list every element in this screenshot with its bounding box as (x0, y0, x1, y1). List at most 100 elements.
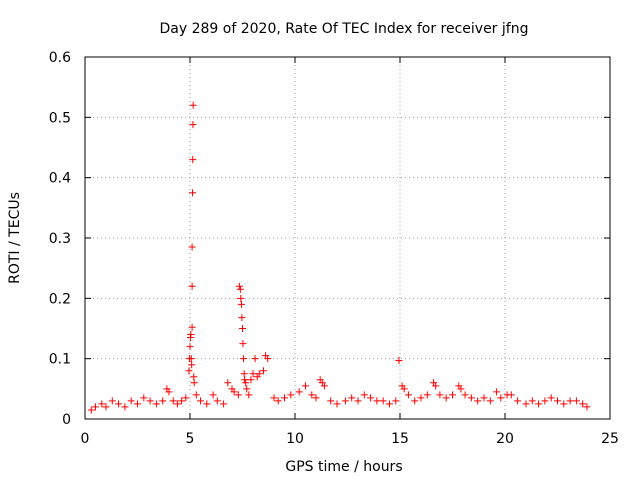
data-point (480, 394, 488, 402)
data-points (87, 101, 591, 414)
data-point (281, 394, 288, 402)
data-point (140, 394, 148, 402)
grid (85, 57, 610, 419)
data-point (442, 394, 450, 402)
data-point (240, 370, 248, 378)
x-tick-label: 5 (186, 431, 195, 447)
data-point (134, 400, 141, 408)
data-point (238, 314, 246, 322)
data-point (239, 340, 247, 348)
data-point (360, 391, 368, 399)
x-tick-labels: 0 5 10 15 20 25 (81, 431, 619, 447)
y-tick-labels: 0 0.1 0.2 0.3 0.4 0.5 0.6 (49, 50, 71, 428)
data-point (560, 400, 568, 408)
data-point (188, 282, 196, 290)
data-point (189, 156, 197, 164)
data-point (395, 356, 403, 364)
data-point (264, 355, 272, 363)
data-point (308, 391, 316, 399)
data-point (185, 367, 193, 375)
data-point (411, 397, 419, 405)
data-point (270, 394, 278, 402)
data-point (302, 382, 309, 390)
data-point (87, 406, 95, 414)
data-point (295, 388, 303, 396)
y-tick-label: 0.2 (49, 291, 71, 307)
data-point (497, 394, 505, 402)
data-point (251, 355, 259, 363)
data-point (432, 382, 440, 390)
axis-ticks (84, 56, 611, 420)
data-point (241, 376, 249, 384)
data-point (115, 400, 123, 408)
data-point (327, 397, 335, 405)
data-point (566, 397, 574, 405)
plot-frame (84, 56, 611, 420)
data-point (255, 370, 263, 378)
data-point (189, 101, 197, 109)
data-point (203, 400, 211, 408)
data-point (274, 397, 282, 405)
data-point (249, 370, 257, 378)
data-point (152, 400, 160, 408)
data-point (189, 189, 197, 197)
data-point (237, 300, 245, 308)
data-point (230, 388, 238, 396)
data-point (400, 385, 408, 393)
data-point (320, 382, 328, 390)
data-point (235, 282, 243, 290)
data-point (404, 391, 412, 399)
x-tick-label: 0 (81, 431, 90, 447)
data-point (92, 403, 99, 411)
data-point (243, 385, 251, 393)
data-point (493, 388, 501, 396)
y-tick-label: 0.5 (49, 110, 71, 126)
data-point (245, 391, 253, 399)
data-point (186, 343, 194, 351)
data-point (182, 394, 190, 402)
data-point (189, 121, 197, 129)
chart-title: Day 289 of 2020, Rate Of TEC Index for r… (160, 21, 529, 37)
data-point (507, 391, 515, 399)
data-point (287, 391, 295, 399)
data-point (535, 400, 543, 408)
data-point (457, 385, 465, 393)
data-point (341, 397, 349, 405)
data-point (392, 397, 400, 405)
data-point (541, 397, 549, 405)
y-tick-label: 0.3 (49, 231, 71, 247)
x-axis-label: GPS time / hours (285, 459, 402, 475)
data-point (121, 403, 129, 411)
data-point (583, 403, 591, 411)
data-point (190, 379, 198, 387)
data-point (333, 400, 341, 408)
data-point (348, 394, 356, 402)
data-point (386, 400, 393, 408)
data-point (102, 403, 110, 411)
data-point (188, 361, 196, 369)
data-point (240, 355, 248, 363)
data-point (187, 355, 195, 363)
data-point (579, 400, 587, 408)
data-point (224, 379, 232, 387)
data-point (461, 391, 469, 399)
x-tick-label: 20 (496, 431, 514, 447)
data-point (373, 397, 381, 405)
data-point (423, 391, 431, 399)
data-point (436, 391, 444, 399)
data-point (522, 400, 530, 408)
data-point (188, 323, 196, 331)
data-point (197, 397, 204, 405)
data-point (146, 397, 154, 405)
data-point (108, 397, 116, 405)
data-point (247, 376, 255, 384)
data-point (572, 397, 580, 405)
data-point (528, 397, 536, 405)
data-point (449, 391, 456, 399)
data-point (379, 397, 387, 405)
data-point (236, 285, 244, 293)
y-axis-label: ROTI / TECUs (7, 192, 23, 284)
data-point (188, 243, 196, 251)
data-point (367, 394, 375, 402)
